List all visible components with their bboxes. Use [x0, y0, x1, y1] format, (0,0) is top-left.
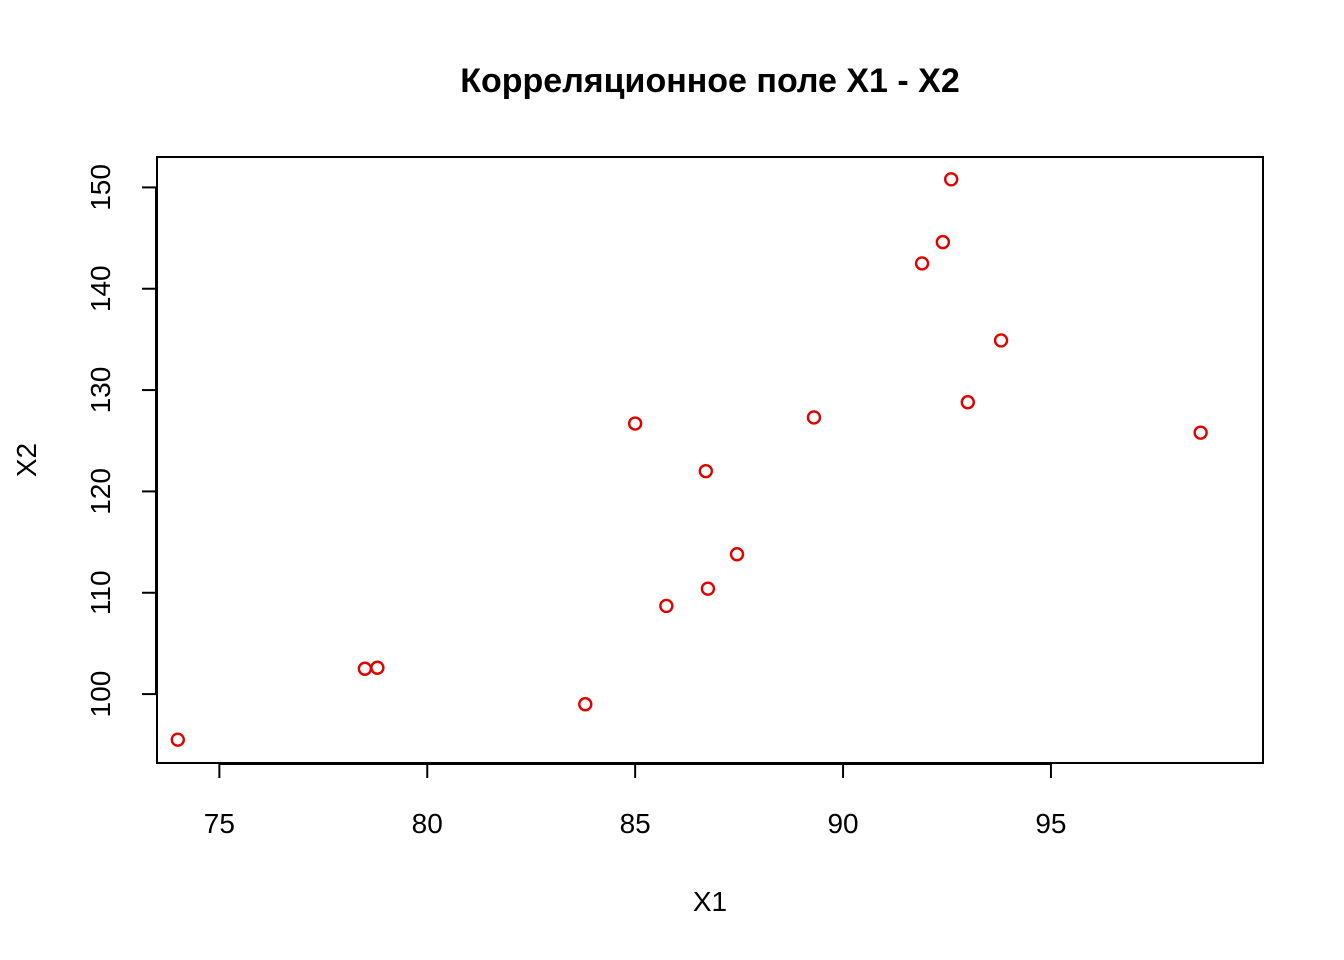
x-tick-label: 75 [204, 808, 235, 839]
data-point [627, 416, 643, 431]
y-axis-label: X2 [11, 443, 42, 477]
data-point [960, 395, 975, 410]
data-point [578, 697, 593, 712]
data-points [170, 172, 1208, 747]
data-point [659, 598, 674, 614]
data-point [357, 661, 373, 676]
y-tick-label: 140 [85, 265, 116, 312]
data-point [700, 581, 716, 596]
x-tick-label: 90 [827, 808, 858, 839]
data-point [370, 660, 385, 675]
data-point [170, 732, 185, 747]
data-point [935, 234, 951, 250]
data-point [914, 256, 930, 271]
y-tick-label: 100 [85, 671, 116, 718]
data-point [729, 547, 745, 562]
x-tick-label: 80 [412, 808, 443, 839]
data-point [943, 172, 959, 187]
x-tick-label: 95 [1035, 808, 1066, 839]
data-point [1193, 425, 1208, 440]
x-axis: 75 80 85 90 95 [204, 763, 1067, 839]
y-tick-label: 120 [85, 468, 116, 515]
y-tick-label: 130 [85, 367, 116, 414]
x-axis-label: X1 [693, 886, 727, 917]
y-axis: 100 110 120 130 140 150 [85, 164, 157, 718]
y-tick-label: 150 [85, 164, 116, 211]
x-tick-label: 85 [620, 808, 651, 839]
y-tick-label: 110 [85, 570, 116, 615]
data-point [806, 410, 822, 425]
plot-frame [156, 156, 1264, 764]
chart-title: Корреляционное поле X1 - X2 [460, 62, 960, 100]
data-point [993, 333, 1009, 348]
data-point [698, 463, 714, 479]
